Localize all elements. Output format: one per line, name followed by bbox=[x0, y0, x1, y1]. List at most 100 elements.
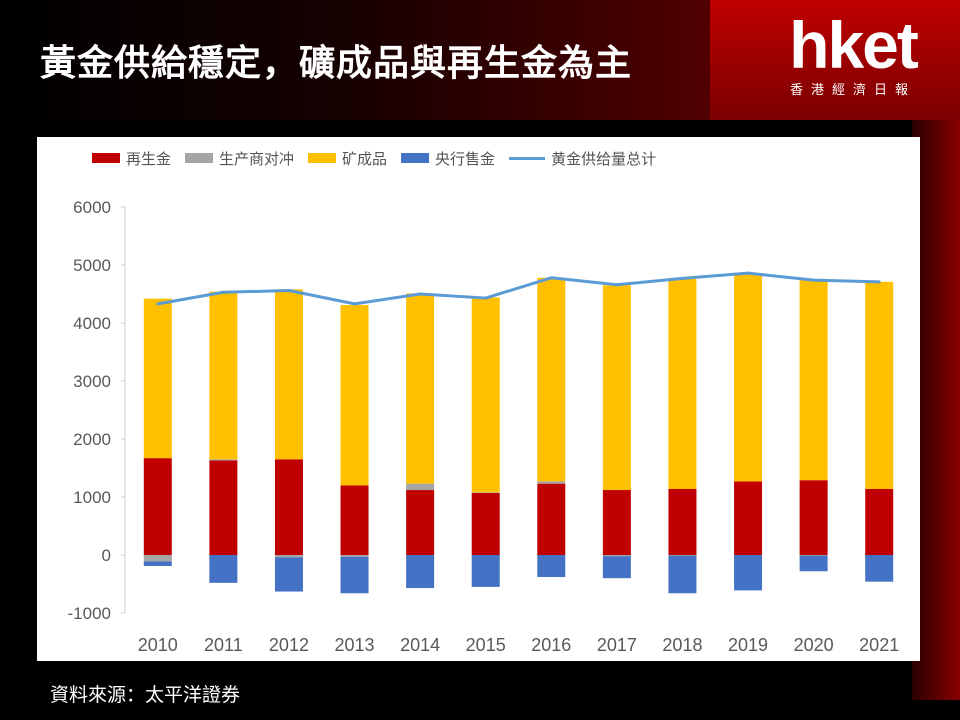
header-banner: 黃金供給穩定，礦成品與再生金為主 hket 香港經濟日報 bbox=[0, 0, 960, 120]
bar-2018-series-3 bbox=[668, 555, 697, 594]
x-tick-label: 2012 bbox=[269, 635, 309, 655]
bar-2012-series-3 bbox=[274, 557, 303, 592]
logo-wordmark: hket bbox=[789, 8, 919, 82]
legend-label-central-bank: 央行售金 bbox=[435, 149, 496, 168]
total-supply-point-2013 bbox=[353, 302, 357, 306]
bar-2011-series-0 bbox=[209, 460, 238, 555]
y-tick-label: 4000 bbox=[73, 314, 111, 333]
bar-2012-series-0 bbox=[274, 459, 303, 555]
bar-2021-series-2 bbox=[865, 281, 894, 489]
total-supply-point-2011 bbox=[221, 290, 225, 294]
bar-2018-series-1 bbox=[668, 555, 697, 556]
bar-2015-series-3 bbox=[471, 555, 500, 587]
legend-item-mine: 矿成品 bbox=[308, 148, 387, 169]
x-tick-label: 2013 bbox=[335, 635, 375, 655]
bar-2019-series-0 bbox=[734, 481, 763, 555]
chart-panel: 再生金 生产商对冲 矿成品 央行售金 黄金供给量总计 6000 5000 4000 3… bbox=[37, 137, 920, 661]
y-tick-label: 3000 bbox=[73, 372, 111, 391]
bar-2021-series-3 bbox=[865, 555, 894, 582]
x-tick-label: 2021 bbox=[859, 635, 899, 655]
total-supply-point-2020 bbox=[812, 278, 816, 282]
bar-2016-series-2 bbox=[537, 277, 566, 482]
bar-2018-series-0 bbox=[668, 488, 697, 555]
x-tick-label: 2014 bbox=[400, 635, 440, 655]
total-supply-point-2015 bbox=[484, 296, 488, 300]
legend-item-hedging: 生产商对冲 bbox=[185, 148, 294, 169]
bar-2019-series-2 bbox=[734, 273, 763, 482]
legend-swatch-total bbox=[509, 156, 546, 160]
bar-2010-series-0 bbox=[143, 458, 172, 555]
bar-2016-series-0 bbox=[537, 483, 566, 555]
legend-swatch-mine bbox=[308, 153, 337, 163]
y-tick-label: 5000 bbox=[73, 256, 111, 275]
bar-2019-series-3 bbox=[734, 555, 763, 591]
x-tick-label: 2010 bbox=[138, 635, 178, 655]
legend-label-recycled: 再生金 bbox=[126, 149, 172, 168]
bar-2010-series-2 bbox=[143, 298, 172, 459]
hket-logo[interactable]: hket 香港經濟日報 bbox=[768, 10, 938, 110]
y-tick-label: -1000 bbox=[68, 604, 111, 623]
chart-plot: 6000 5000 4000 3000 2000 1000 0 -1000 2010 2011 20… bbox=[68, 198, 900, 655]
bar-2014-series-2 bbox=[406, 293, 435, 484]
total-supply-point-2014 bbox=[418, 292, 422, 296]
bar-2017-series-0 bbox=[602, 490, 631, 555]
bar-2020-series-2 bbox=[799, 278, 828, 481]
page-title: 黃金供給穩定，礦成品與再生金為主 bbox=[40, 43, 633, 84]
bar-2013-series-2 bbox=[340, 305, 369, 486]
bar-2011-series-3 bbox=[209, 555, 238, 583]
bar-2013-series-3 bbox=[340, 556, 369, 594]
legend-swatch-hedging bbox=[185, 153, 214, 163]
x-tick-label: 2011 bbox=[204, 635, 243, 655]
x-tick-label: 2019 bbox=[728, 635, 768, 655]
bar-2011-series-2 bbox=[209, 291, 238, 460]
bar-2010-series-1 bbox=[143, 555, 172, 562]
legend-label-total: 黄金供给量总计 bbox=[551, 149, 657, 168]
total-supply-line bbox=[157, 271, 880, 306]
total-supply-point-2010 bbox=[156, 302, 160, 306]
y-tick-label: 1000 bbox=[73, 488, 111, 507]
bar-2020-series-3 bbox=[799, 555, 828, 572]
bar-2018-series-2 bbox=[668, 278, 697, 489]
chart-legend: 再生金 生产商对冲 矿成品 央行售金 黄金供给量总计 bbox=[92, 147, 656, 169]
total-supply-point-2018 bbox=[680, 276, 684, 280]
bar-2020-series-1 bbox=[799, 555, 828, 556]
logo-subtitle: 香港經濟日報 bbox=[789, 83, 916, 98]
bar-2014-series-1 bbox=[406, 483, 435, 491]
total-supply-point-2019 bbox=[746, 271, 750, 275]
total-supply-point-2016 bbox=[549, 276, 553, 280]
source-note: 資料來源：太平洋證券 bbox=[50, 684, 241, 706]
bar-2012-series-2 bbox=[274, 289, 303, 460]
bar-2017-series-3 bbox=[602, 556, 631, 579]
total-supply-point-2017 bbox=[615, 283, 619, 287]
bar-2011-series-1 bbox=[209, 459, 238, 461]
y-tick-label: 2000 bbox=[73, 430, 111, 449]
bar-2014-series-0 bbox=[406, 490, 435, 555]
bar-2013-series-0 bbox=[340, 485, 369, 555]
side-accent bbox=[912, 120, 960, 700]
bar-2014-series-3 bbox=[406, 555, 435, 589]
bar-2010-series-3 bbox=[143, 561, 172, 567]
bar-2015-series-1 bbox=[471, 492, 500, 493]
y-tick-label: 0 bbox=[102, 546, 111, 565]
y-tick-label: 6000 bbox=[73, 198, 111, 217]
legend-item-total: 黄金供给量总计 bbox=[509, 148, 656, 169]
legend-label-mine: 矿成品 bbox=[342, 149, 388, 168]
total-supply-point-2021 bbox=[877, 280, 881, 284]
bar-2015-series-0 bbox=[471, 492, 500, 555]
header-brand-block bbox=[710, 0, 960, 120]
bar-2017-series-2 bbox=[602, 285, 631, 491]
bar-2016-series-1 bbox=[537, 481, 566, 484]
bar-2013-series-1 bbox=[340, 555, 369, 557]
bar-2020-series-0 bbox=[799, 480, 828, 555]
bar-2021-series-0 bbox=[865, 488, 894, 555]
x-tick-label: 2015 bbox=[466, 635, 506, 655]
bar-2017-series-1 bbox=[602, 555, 631, 557]
legend-item-central-bank: 央行售金 bbox=[401, 148, 495, 169]
x-tick-label: 2017 bbox=[597, 635, 637, 655]
x-tick-label: 2016 bbox=[531, 635, 571, 655]
legend-item-recycled: 再生金 bbox=[92, 148, 171, 169]
legend-swatch-recycled bbox=[92, 153, 120, 163]
bar-2015-series-2 bbox=[471, 297, 500, 493]
bar-2016-series-3 bbox=[537, 555, 566, 578]
bar-2012-series-1 bbox=[274, 555, 303, 558]
